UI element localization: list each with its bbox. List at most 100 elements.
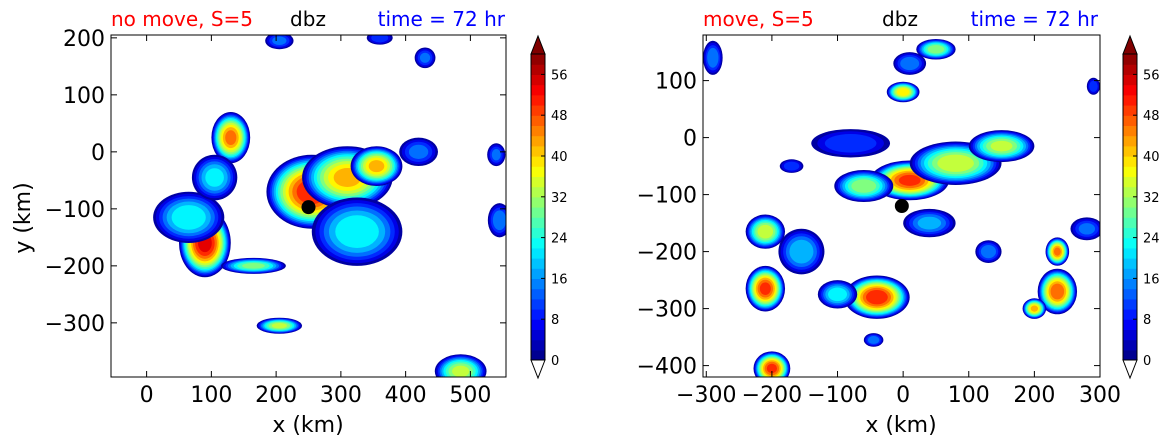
right-colorbar-extend-min <box>1122 359 1138 380</box>
left-colorbar-tick-label: 24 <box>551 232 568 247</box>
left-colorbar-segment <box>531 74 545 86</box>
right-x-tick-label: 300 <box>1079 383 1121 408</box>
left-contour-level <box>171 205 206 230</box>
left-colorbar-segment <box>531 125 545 137</box>
left-contour-level <box>335 215 379 249</box>
right-contour-level <box>927 44 945 54</box>
right-colorbar-segment <box>1123 115 1137 126</box>
left-y-tick-label: 0 <box>91 141 105 166</box>
right-y-tick-label: −100 <box>637 184 697 209</box>
left-y-tick-label: −100 <box>45 198 105 223</box>
right-contour-level <box>851 179 877 193</box>
left-contour-level <box>408 144 429 159</box>
right-colorbar-segment <box>1123 309 1137 320</box>
right-colorbar-segment <box>1123 54 1137 65</box>
left-colorbar-tick-label: 40 <box>551 150 568 165</box>
right-contour-field <box>703 38 1100 377</box>
right-colorbar-segment <box>1123 135 1137 147</box>
right-colorbar-segment <box>1123 196 1137 208</box>
left-colorbar-segment <box>531 64 545 75</box>
left-y-tick-label: 100 <box>63 84 105 109</box>
right-reflectivity-cell <box>779 159 804 173</box>
left-x-tick-label: 100 <box>190 383 232 408</box>
right-colorbar-segment <box>1123 247 1137 259</box>
right-reflectivity-cell <box>1070 217 1100 241</box>
left-colorbar: 0 8 16 24 32 40 48 56 <box>530 34 568 380</box>
right-contour-level <box>867 336 880 344</box>
left-colorbar-tick-label: 32 <box>551 191 568 206</box>
left-x-tick-label: 0 <box>140 383 154 408</box>
right-colorbar-tick-label: 8 <box>1143 313 1151 328</box>
right-reflectivity-cell <box>703 40 723 75</box>
left-colorbar-segment <box>531 145 545 157</box>
left-reflectivity-cell <box>487 143 506 167</box>
left-reflectivity-cell <box>265 35 294 50</box>
right-colorbar-segment <box>1123 278 1137 290</box>
left-reflectivity-cell <box>211 112 251 164</box>
right-reflectivity-cell <box>916 38 956 60</box>
left-reflectivity-cell <box>366 35 393 45</box>
right-y-tick-label: −400 <box>637 355 697 380</box>
right-contour-level <box>707 47 719 68</box>
left-contour-level <box>272 36 287 45</box>
left-colorbar-segment <box>531 288 545 300</box>
right-colorbar-segment <box>1123 268 1137 279</box>
right-colorbar-segment <box>1123 94 1137 106</box>
left-colorbar-segment <box>531 94 545 106</box>
left-colorbar-tick-label: 16 <box>551 272 568 287</box>
left-contour-level <box>492 210 506 231</box>
left-colorbar-segment <box>531 349 545 361</box>
left-contour-level <box>368 160 385 173</box>
left-y-tick-label: 200 <box>63 27 105 52</box>
right-contour-level <box>789 239 814 264</box>
right-contour-level <box>1050 283 1065 300</box>
left-contour-level <box>242 263 265 269</box>
left-reflectivity-cell <box>414 47 436 69</box>
right-colorbar-segment <box>1123 105 1137 116</box>
right-storm-center-marker <box>894 199 909 213</box>
left-x-tick-label: 500 <box>449 383 491 408</box>
right-colorbar-segment <box>1123 166 1137 177</box>
right-colorbar-segment <box>1123 186 1137 198</box>
left-y-axis-label: y (km) <box>11 182 36 253</box>
right-contour-level <box>917 216 942 230</box>
left-contour-level <box>225 130 237 146</box>
left-colorbar-segment <box>531 329 545 341</box>
left-colorbar-segment <box>531 298 545 310</box>
right-reflectivity-cell <box>1037 268 1078 315</box>
left-colorbar-segment <box>531 268 545 279</box>
right-contour-level <box>1053 247 1061 256</box>
left-colorbar-tick-label: 56 <box>551 68 568 83</box>
right-contour-level <box>783 161 800 171</box>
right-y-tick-label: 0 <box>683 127 697 152</box>
right-reflectivity-cell <box>745 214 786 249</box>
right-colorbar-segment <box>1123 145 1137 157</box>
right-contour-level <box>896 88 910 96</box>
left-colorbar-tick-label: 8 <box>551 313 559 328</box>
left-colorbar-segment <box>531 115 545 126</box>
left-y-tick-label: −300 <box>45 312 105 337</box>
right-reflectivity-cell <box>903 208 956 238</box>
right-contour-level <box>766 363 778 374</box>
right-reflectivity-cell <box>753 351 791 377</box>
right-contour-level <box>1078 223 1096 235</box>
left-contour-level <box>371 35 389 43</box>
left-contour-level <box>419 52 431 63</box>
right-colorbar: 0 8 16 24 32 40 48 56 <box>1122 34 1160 380</box>
left-colorbar-segment <box>531 309 545 320</box>
right-colorbar-segment <box>1123 329 1137 341</box>
left-colorbar-segment <box>531 84 545 96</box>
right-contour-level <box>1030 305 1038 312</box>
right-panel: move, S=5 dbz time = 72 hr −300 −200 −100 0… <box>637 7 1121 438</box>
right-x-tick-label: −200 <box>742 383 802 408</box>
right-contour-level <box>1089 80 1098 92</box>
left-colorbar-segment <box>531 156 545 167</box>
right-colorbar-tick-label: 40 <box>1143 150 1160 165</box>
left-x-axis-label: x (km) <box>272 413 343 438</box>
left-x-tick-label: 200 <box>255 383 297 408</box>
right-contour-level <box>937 154 974 172</box>
right-reflectivity-cell <box>811 129 891 158</box>
right-x-tick-label: 200 <box>1013 383 1055 408</box>
right-y-tick-label: 100 <box>655 70 697 95</box>
